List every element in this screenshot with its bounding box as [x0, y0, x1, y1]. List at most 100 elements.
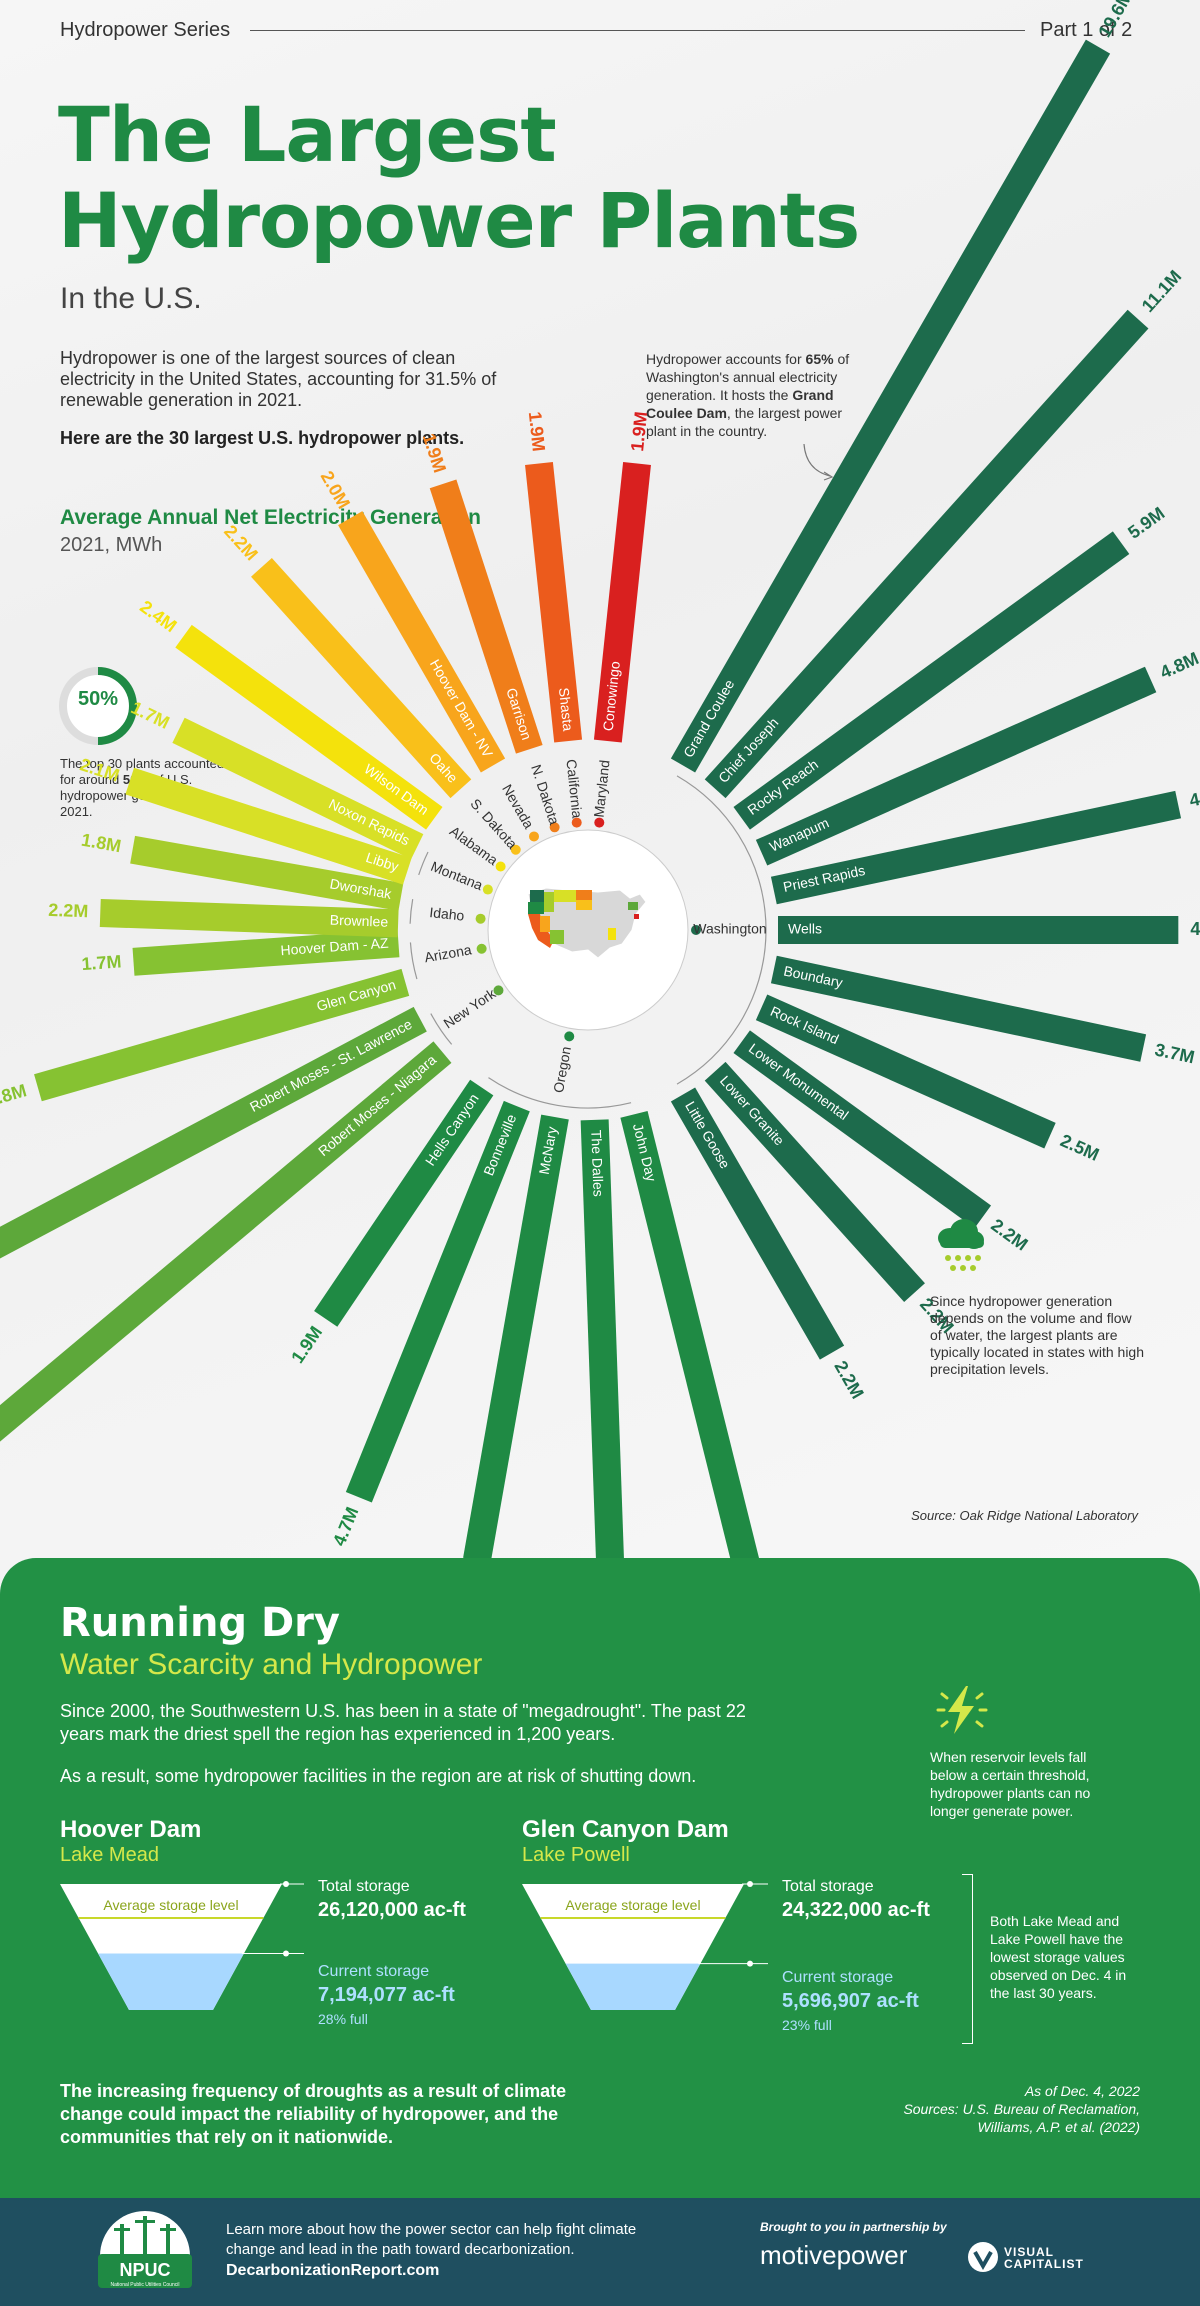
- plant-value-label: 2.5M: [1057, 1130, 1102, 1165]
- risk-paragraph: As a result, some hydropower facilities …: [60, 1766, 697, 1786]
- plant-bar: [755, 994, 1056, 1149]
- plant-bar: [345, 1100, 530, 1503]
- plant-bar: [670, 1087, 845, 1360]
- plant-value-label: 3.8M: [0, 1080, 29, 1110]
- state-dot: [495, 861, 506, 872]
- percent-full-1: 28% full: [318, 2011, 368, 2027]
- section-title: Running Dry: [60, 1600, 340, 1646]
- reservoir-mead: Average storage level: [60, 1881, 304, 2010]
- page-subtitle: In the U.S.: [60, 282, 202, 315]
- plant-bar: [251, 557, 472, 799]
- dam-name-glen-canyon: Glen Canyon Dam: [522, 1816, 729, 1843]
- plant-value-label: 1.9M: [287, 1323, 326, 1367]
- plant-bar: [125, 767, 412, 885]
- plant-bar: [338, 511, 506, 773]
- total-storage-value-2: 24,322,000 ac-ft: [782, 1899, 930, 1921]
- plant-value-label: 2.2M: [220, 521, 262, 564]
- lowest-storage-note: Both Lake Mead and Lake Powell have the …: [990, 1913, 1127, 2001]
- plant-bar: [429, 479, 543, 754]
- lake-name-mead: Lake Mead: [60, 1844, 159, 1866]
- plant-bar-group: Brownlee 2.2M: [48, 898, 399, 938]
- reservoir-powell: Average storage level: [522, 1881, 768, 2010]
- state-dot: [594, 817, 605, 828]
- state-dot: [691, 925, 701, 935]
- total-storage-value-1: 26,120,000 ac-ft: [318, 1899, 466, 1921]
- plant-value-label: 1.9M: [419, 431, 450, 475]
- plant-bar-group: Conowingo 1.9M: [593, 411, 651, 743]
- plant-bar-group: Chief Joseph 11.1M: [704, 266, 1185, 799]
- percent-full-2: 23% full: [782, 2017, 832, 2033]
- plant-bar: [132, 929, 400, 976]
- motivepower-logo[interactable]: motivepower: [760, 2240, 908, 2270]
- plant-bar: [130, 835, 404, 911]
- total-storage-label-2: Total storage: [782, 1878, 874, 1895]
- state-dot: [571, 817, 582, 828]
- plant-value-label: 2.2M: [987, 1215, 1031, 1255]
- average-level-label: Average storage level: [565, 1897, 700, 1913]
- plant-name-label: Conowingo: [600, 660, 623, 732]
- plant-bar-group: Shasta 1.9M: [525, 411, 583, 743]
- visual-capitalist-icon: [968, 2242, 998, 2272]
- intro-bold: Here are the 30 largest U.S. hydropower …: [60, 428, 465, 448]
- plant-bar: [463, 1114, 569, 1560]
- leader-dot: [747, 1881, 753, 1887]
- share-ring: [59, 667, 137, 745]
- plant-bar-group: Hoover Dam - AZ 1.7M: [81, 929, 400, 976]
- plant-value-label: 1.8M: [80, 830, 123, 857]
- threshold-note: When reservoir levels fall below a certa…: [930, 1749, 1091, 1819]
- npuc-logo-text: NPUC: [119, 2260, 170, 2280]
- plant-bar: [0, 1006, 427, 1269]
- plant-bar: [175, 624, 443, 830]
- plant-value-label: 5.9M: [1124, 503, 1168, 543]
- state-label: Idaho: [429, 904, 466, 924]
- state-bracket: [430, 1013, 453, 1045]
- plant-value-label: 4.2M: [1190, 919, 1200, 939]
- washington-note: Hydropower accounts for 65% of Washingto…: [646, 351, 850, 439]
- plant-bar: [704, 309, 1149, 799]
- plant-bar-group: The Dalles6.6M: [580, 1119, 626, 1560]
- intro-text: Hydropower is one of the largest sources…: [60, 348, 497, 410]
- state-bracket: [409, 898, 414, 924]
- share-value: 50%: [77, 688, 119, 710]
- plant-value-label: 3.7M: [1153, 1039, 1196, 1067]
- plant-bar-group: Wells 4.2M: [778, 916, 1200, 944]
- plant-bar: [704, 1061, 925, 1303]
- plant-bar: [733, 1030, 992, 1229]
- plant-name-label: Chief Joseph: [715, 714, 782, 785]
- plant-value-label: 1.9M: [627, 411, 651, 453]
- state-dot: [493, 985, 504, 996]
- header-divider: [250, 30, 1025, 31]
- leader-dot: [283, 1881, 289, 1887]
- state-dot: [564, 1031, 575, 1042]
- plant-value-label: 2.2M: [48, 900, 89, 921]
- plant-bar: [670, 39, 1111, 773]
- npuc-logo[interactable]: NPUC National Public Utilities Council: [90, 2206, 200, 2298]
- plant-name-label: Shasta: [556, 687, 576, 732]
- plant-name-label: Brownlee: [330, 912, 389, 930]
- section-source: As of Dec. 4, 2022 Sources: U.S. Bureau o…: [903, 2083, 1140, 2135]
- plant-bar: [770, 790, 1182, 905]
- plant-value-label: 1.7M: [81, 951, 122, 974]
- state-label: Maryland: [591, 759, 613, 818]
- plant-value-label: 2.2M: [830, 1357, 867, 1402]
- footer-text: Learn more about how the power sector ca…: [226, 2221, 637, 2258]
- plant-name-label: Hoover Dam - AZ: [280, 935, 389, 959]
- plant-bar: [99, 898, 399, 938]
- state-label: Arizona: [423, 941, 473, 965]
- water-level: [98, 1953, 244, 2010]
- chart-unit: 2021, MWh: [60, 534, 163, 556]
- state-label: Montana: [429, 858, 486, 893]
- lightning-icon: [936, 1686, 988, 1734]
- plant-name-label: Rocky Reach: [744, 756, 821, 818]
- series-label: Hydropower Series: [60, 19, 231, 41]
- plant-bar-group: John Day9.0M: [620, 1110, 786, 1560]
- state-dot: [476, 943, 487, 954]
- plant-value-label: 19.6M: [1094, 0, 1136, 41]
- plant-bar-group: McNary5.4M: [463, 1114, 569, 1560]
- plant-bar: [770, 955, 1147, 1062]
- visual-capitalist-logo[interactable]: VISUAL CAPITALIST: [1004, 2245, 1084, 2271]
- average-level-label: Average storage level: [103, 1897, 238, 1913]
- state-label: Washington: [693, 921, 766, 937]
- footer-link[interactable]: DecarbonizationReport.com: [226, 2262, 440, 2279]
- chart-heading: Average Annual Net Electricity Generatio…: [60, 506, 481, 529]
